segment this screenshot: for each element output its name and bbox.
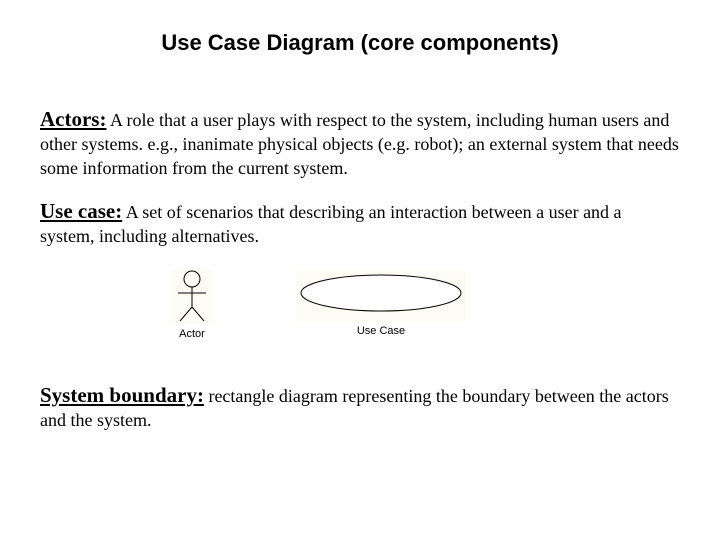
term-usecase: Use case: bbox=[40, 199, 122, 223]
actor-icon bbox=[172, 269, 212, 324]
text-usecase: A set of scenarios that describing an in… bbox=[40, 202, 622, 246]
text-actors: A role that a user plays with respect to… bbox=[40, 110, 679, 178]
page-content: Use Case Diagram (core components) Actor… bbox=[0, 0, 720, 470]
actor-figure: Actor bbox=[170, 267, 214, 342]
section-usecase: Use case: A set of scenarios that descri… bbox=[40, 198, 680, 249]
actor-label: Actor bbox=[179, 328, 205, 340]
page-title: Use Case Diagram (core components) bbox=[100, 30, 620, 56]
usecase-label: Use Case bbox=[357, 325, 405, 337]
term-boundary: System boundary: bbox=[40, 383, 204, 407]
figure-row: Actor Use Case bbox=[170, 267, 680, 342]
section-actors: Actors: A role that a user plays with re… bbox=[40, 106, 680, 180]
usecase-icon bbox=[296, 271, 466, 321]
usecase-figure: Use Case bbox=[294, 269, 468, 339]
section-boundary: System boundary: rectangle diagram repre… bbox=[40, 382, 680, 433]
term-actors: Actors: bbox=[40, 107, 106, 131]
